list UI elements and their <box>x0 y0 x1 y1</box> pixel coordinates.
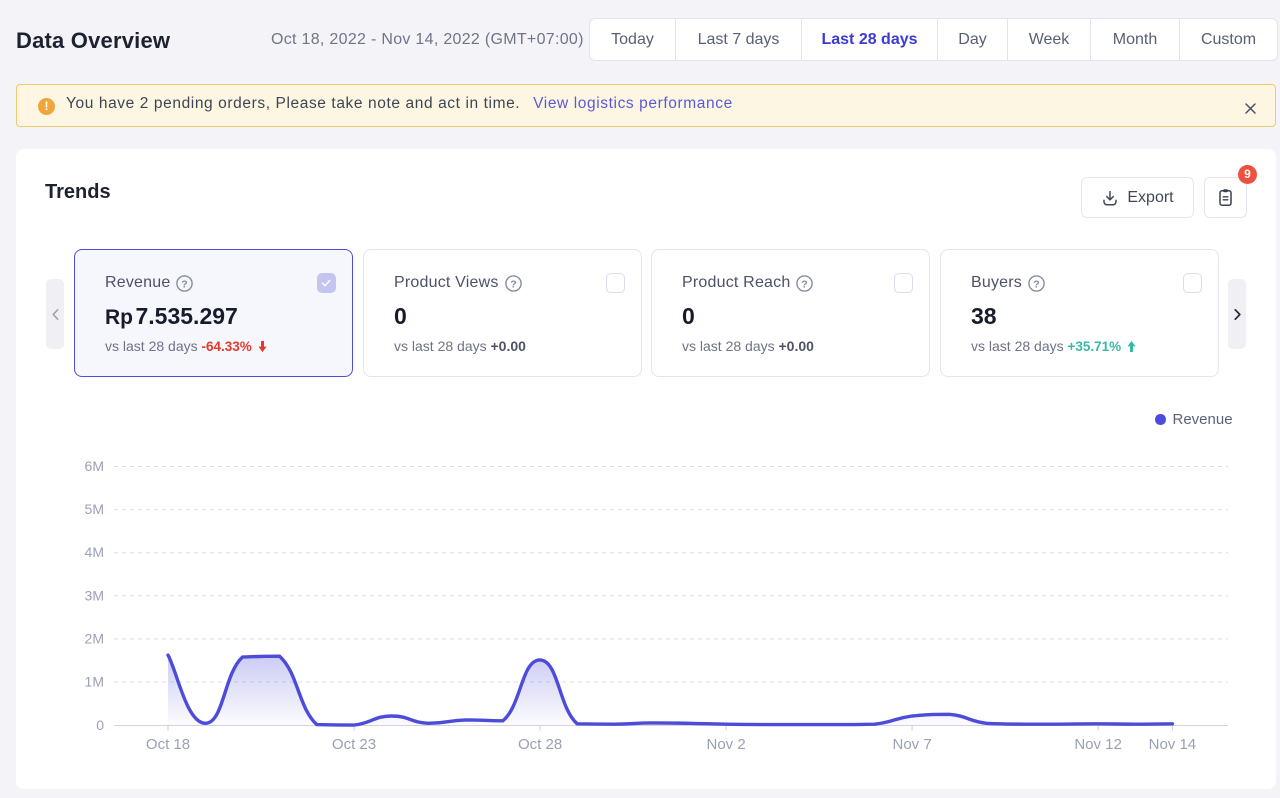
svg-text:?: ? <box>182 278 189 290</box>
svg-text:?: ? <box>802 278 809 290</box>
svg-text:?: ? <box>510 278 517 290</box>
svg-text:3M: 3M <box>85 587 104 603</box>
svg-text:Oct 23: Oct 23 <box>332 736 376 753</box>
svg-text:Nov 7: Nov 7 <box>893 736 932 753</box>
svg-text:0: 0 <box>96 717 104 733</box>
svg-text:1M: 1M <box>85 674 104 690</box>
svg-text:Oct 18: Oct 18 <box>146 736 190 753</box>
svg-text:2M: 2M <box>85 630 104 646</box>
svg-text:4M: 4M <box>85 544 104 560</box>
svg-text:?: ? <box>1033 278 1040 290</box>
svg-text:Nov 12: Nov 12 <box>1074 736 1122 753</box>
svg-text:6M: 6M <box>85 458 104 474</box>
svg-text:Oct 28: Oct 28 <box>518 736 562 753</box>
svg-text:Nov 14: Nov 14 <box>1149 736 1197 753</box>
svg-text:Nov 2: Nov 2 <box>707 736 746 753</box>
svg-text:5M: 5M <box>85 501 104 517</box>
